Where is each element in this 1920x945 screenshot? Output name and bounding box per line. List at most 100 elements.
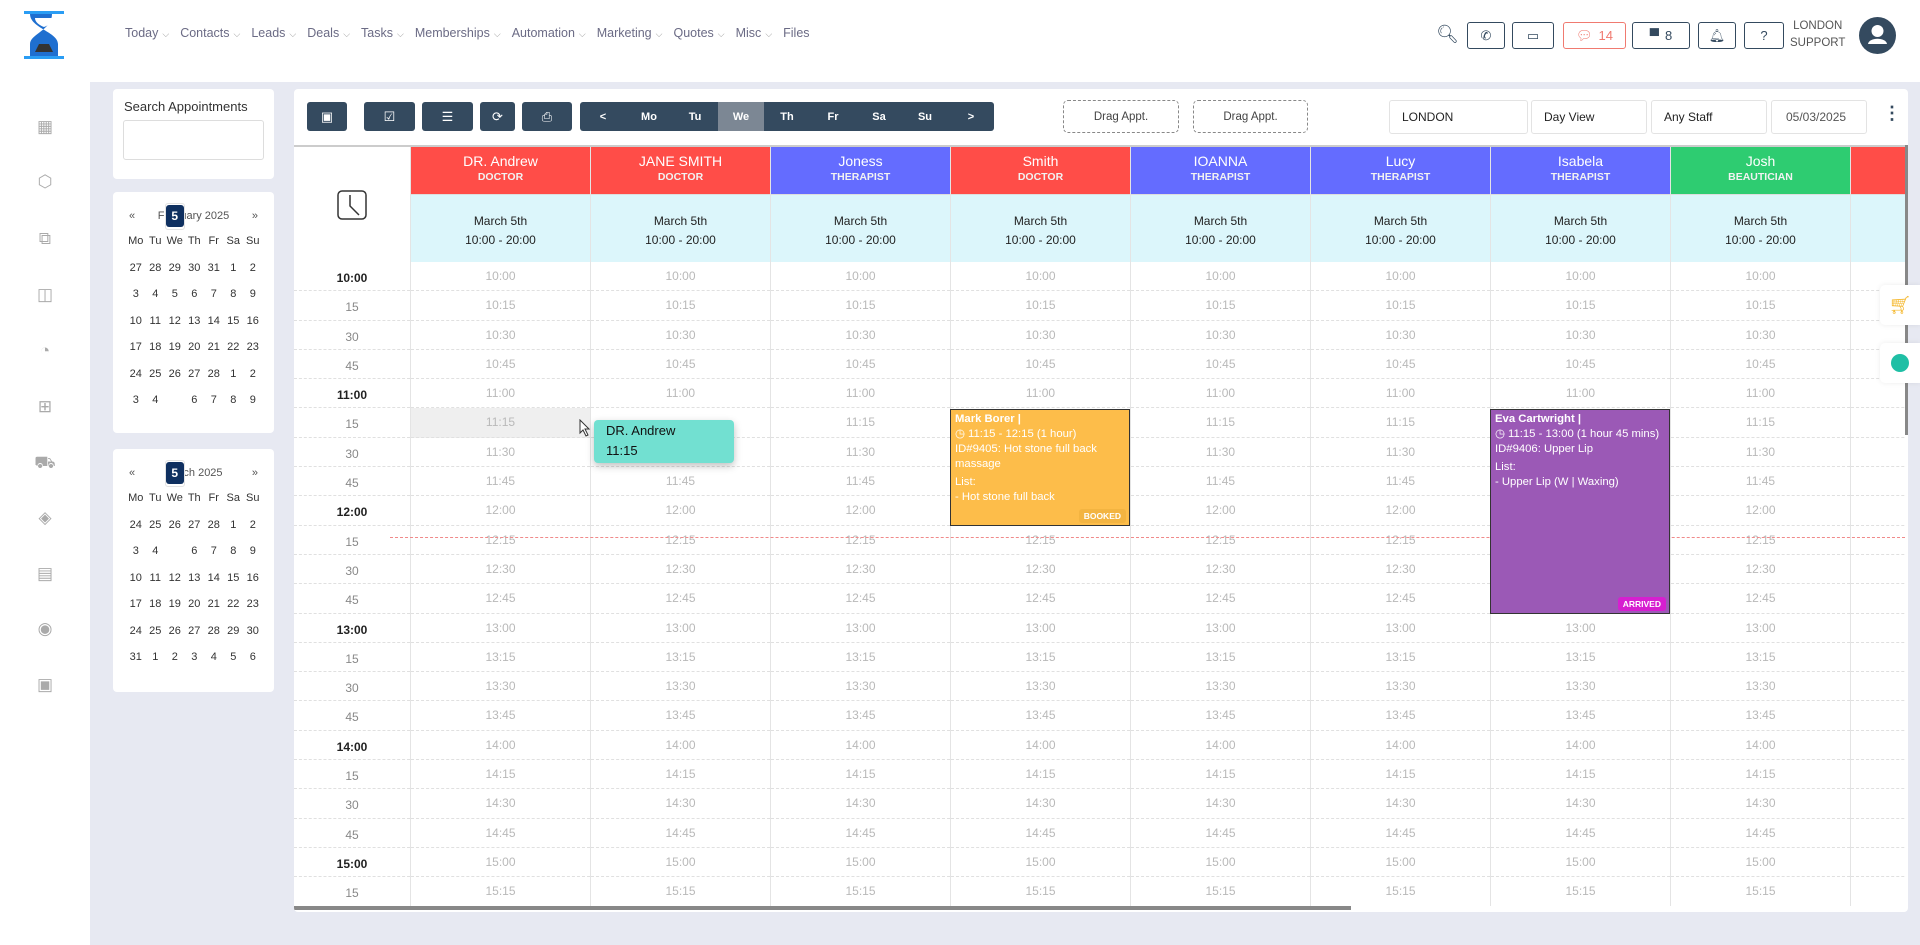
staff-header[interactable]: [1851, 147, 1905, 194]
time-slot[interactable]: 11:00: [1491, 379, 1670, 409]
time-slot[interactable]: 12:45: [771, 584, 950, 614]
week-day-fr[interactable]: Fr: [827, 110, 839, 123]
time-slot[interactable]: 12:45: [411, 584, 590, 614]
time-slot[interactable]: 15:00: [1491, 848, 1670, 878]
time-slot[interactable]: 12:30: [771, 555, 950, 585]
time-slot[interactable]: 12:15: [1131, 526, 1310, 555]
time-slot[interactable]: 11:45: [1851, 467, 1905, 497]
week-day-we[interactable]: We: [718, 102, 764, 131]
time-slot[interactable]: 15:00: [411, 848, 590, 878]
time-slot[interactable]: 15:15: [591, 877, 770, 906]
time-slot[interactable]: 10:30: [771, 321, 950, 350]
appointment-card[interactable]: Mark Borer | ◷ 11:15 - 12:15 (1 hour) ID#9…: [950, 408, 1130, 526]
time-slot[interactable]: 10:15: [1311, 291, 1490, 321]
time-slot[interactable]: 12:30: [411, 555, 590, 585]
calendar-day[interactable]: 3: [126, 387, 146, 414]
calendar-day[interactable]: 19: [165, 334, 185, 361]
time-slot[interactable]: 14:30: [1311, 789, 1490, 819]
time-slot[interactable]: 13:15: [1311, 643, 1490, 673]
calendar-day[interactable]: 22: [224, 591, 244, 618]
time-slot[interactable]: 10:30: [1491, 321, 1670, 350]
location-select[interactable]: LONDON: [1389, 100, 1528, 134]
time-slot[interactable]: 12:30: [1131, 555, 1310, 585]
time-slot[interactable]: 10:45: [1851, 350, 1905, 380]
time-slot[interactable]: 12:00: [771, 496, 950, 526]
calendar-day[interactable]: 12: [165, 565, 185, 592]
history-icon[interactable]: ◔: [39, 341, 51, 360]
time-slot[interactable]: 13:30: [411, 672, 590, 702]
calendar-day[interactable]: 28: [204, 361, 224, 388]
calendar-day[interactable]: 27: [185, 512, 205, 539]
time-slot[interactable]: 14:15: [1671, 760, 1850, 790]
staff-header[interactable]: DR. Andrew DOCTOR: [411, 147, 590, 194]
time-slot[interactable]: 13:45: [1851, 701, 1905, 731]
calendar-day[interactable]: 2: [243, 361, 263, 388]
time-slot[interactable]: 10:15: [771, 291, 950, 321]
time-slot[interactable]: 10:45: [951, 350, 1130, 380]
time-slot[interactable]: 13:30: [1671, 672, 1850, 702]
calendar-day[interactable]: 10: [126, 308, 146, 335]
prev-month-button[interactable]: «: [129, 467, 136, 479]
next-month-button[interactable]: »: [251, 210, 258, 222]
time-slot[interactable]: 10:00: [771, 262, 950, 292]
calendar-day[interactable]: 30: [243, 618, 263, 645]
help-button[interactable]: ?: [1744, 22, 1784, 49]
time-slot[interactable]: 10:15: [411, 291, 590, 321]
time-slot[interactable]: 15:00: [1671, 848, 1850, 878]
tag-icon[interactable]: ◈: [38, 508, 52, 527]
time-slot[interactable]: 11:15: [1131, 408, 1310, 438]
selected-day[interactable]: 5: [165, 460, 185, 487]
time-slot[interactable]: 14:15: [951, 760, 1130, 790]
time-slot[interactable]: 11:15: [411, 408, 590, 438]
time-slot[interactable]: 10:00: [1671, 262, 1850, 292]
time-slot[interactable]: 10:30: [1131, 321, 1310, 350]
copy-icon[interactable]: ⧉: [38, 229, 52, 248]
time-slot[interactable]: 15:15: [1311, 877, 1490, 906]
time-slot[interactable]: 12:45: [1671, 584, 1850, 614]
time-slot[interactable]: 10:30: [1311, 321, 1490, 350]
time-slot[interactable]: 12:00: [1851, 496, 1905, 526]
calendar-day[interactable]: 6: [185, 281, 205, 308]
menu-item-tasks[interactable]: Tasks ⌵: [361, 26, 404, 40]
calendar-day[interactable]: 10: [126, 565, 146, 592]
time-slot[interactable]: 11:45: [411, 467, 590, 497]
staff-header[interactable]: Joness THERAPIST: [771, 147, 950, 194]
time-slot[interactable]: 11:15: [1671, 408, 1850, 438]
time-slot[interactable]: 10:00: [1851, 262, 1905, 292]
time-slot[interactable]: 13:30: [1131, 672, 1310, 702]
calendar-day[interactable]: 21: [204, 334, 224, 361]
check-appointments-button[interactable]: ☑: [364, 102, 415, 131]
time-slot[interactable]: 12:30: [591, 555, 770, 585]
calendar-day[interactable]: 28: [204, 512, 224, 539]
time-slot[interactable]: 10:30: [951, 321, 1130, 350]
calendar-day[interactable]: 26: [165, 618, 185, 645]
time-slot[interactable]: 15:15: [951, 877, 1130, 906]
avatar[interactable]: [1859, 17, 1896, 54]
time-slot[interactable]: 11:45: [1311, 467, 1490, 497]
time-slot[interactable]: 13:45: [1311, 701, 1490, 731]
time-slot[interactable]: 10:45: [591, 350, 770, 380]
calendar-day[interactable]: 26: [165, 361, 185, 388]
time-slot[interactable]: 13:45: [951, 701, 1130, 731]
time-slot[interactable]: 13:45: [591, 701, 770, 731]
prev-month-button[interactable]: «: [129, 210, 136, 222]
calendar-day[interactable]: 18: [146, 334, 166, 361]
time-slot[interactable]: 13:30: [951, 672, 1130, 702]
calendar-day[interactable]: 21: [204, 591, 224, 618]
calendar-day[interactable]: 9: [243, 281, 263, 308]
time-slot[interactable]: 12:30: [1671, 555, 1850, 585]
next-month-button[interactable]: »: [251, 467, 258, 479]
calendar-day[interactable]: 17: [126, 591, 146, 618]
time-slot[interactable]: 12:15: [1671, 526, 1850, 555]
drag-appointment-slot-2[interactable]: Drag Appt.: [1193, 100, 1308, 133]
app-logo[interactable]: [22, 10, 66, 60]
box-icon[interactable]: ⬡: [37, 172, 53, 191]
calendar-day[interactable]: 6: [185, 387, 205, 414]
whatsapp-float-button[interactable]: [1880, 343, 1920, 383]
time-slot[interactable]: 13:30: [1311, 672, 1490, 702]
staff-header[interactable]: IOANNA THERAPIST: [1131, 147, 1310, 194]
drag-preview[interactable]: DR. Andrew 11:15: [594, 420, 734, 463]
time-slot[interactable]: 13:00: [591, 614, 770, 643]
time-slot[interactable]: 12:30: [1311, 555, 1490, 585]
calendar-day[interactable]: 4: [146, 281, 166, 308]
